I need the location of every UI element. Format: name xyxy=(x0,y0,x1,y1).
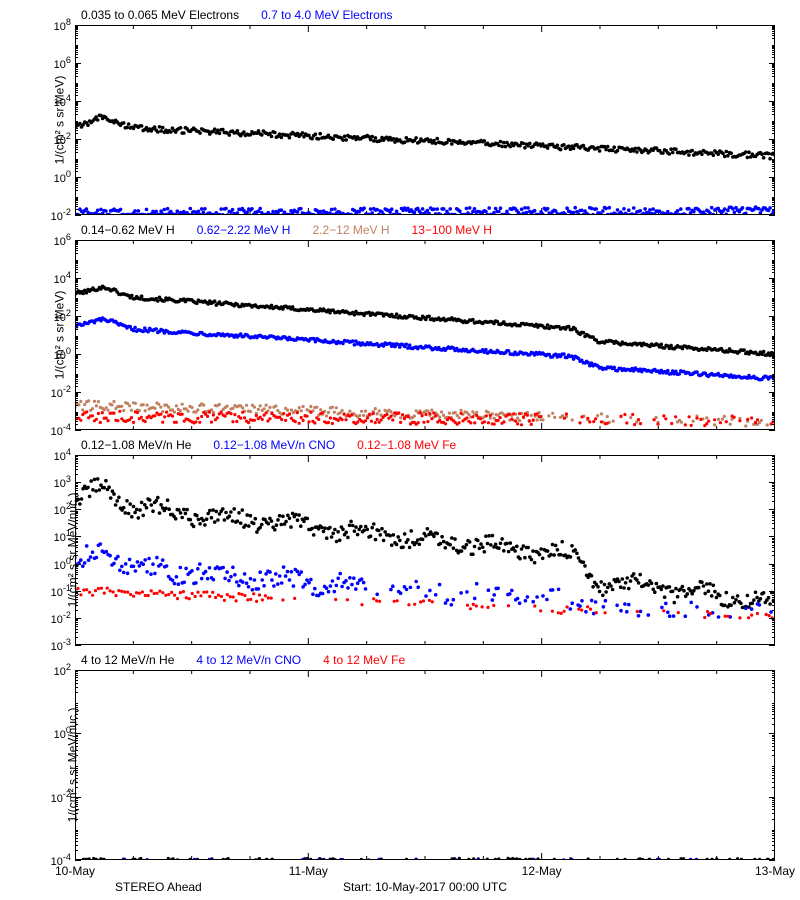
y-axis-label: 1/(cm² s sr MeV/nuc.) xyxy=(65,708,79,823)
ytick-label: 108 xyxy=(54,17,75,33)
ytick xyxy=(769,430,775,431)
ytick xyxy=(75,430,81,431)
ytick-label: 100 xyxy=(54,169,75,185)
y-axis-label: 1/(cm² s sr MeV) xyxy=(52,291,66,380)
legend-item: 0.7 to 4.0 MeV Electrons xyxy=(261,8,392,22)
ytick xyxy=(75,215,81,216)
ytick-label: 103 xyxy=(54,474,75,490)
legend-item: 0.14−0.62 MeV H xyxy=(81,223,175,237)
chart-panel-0: 0.035 to 0.065 MeV Electrons0.7 to 4.0 M… xyxy=(75,25,775,215)
ytick-label: 10-4 xyxy=(51,422,75,438)
chart-panel-2: 0.12−1.08 MeV/n He0.12−1.08 MeV/n CNO0.1… xyxy=(75,455,775,645)
ytick-label: 10-3 xyxy=(51,637,75,653)
legend-item: 0.12−1.08 MeV Fe xyxy=(357,438,456,452)
panel-border xyxy=(75,670,775,860)
y-axis-label: 1/(cm² s sr MeV/nuc.) xyxy=(65,493,79,608)
panel-legend: 0.14−0.62 MeV H 0.62−2.22 MeV H 2.2−12 MeV… xyxy=(81,223,514,237)
xtick-label: 13-May xyxy=(755,860,795,878)
start-time-label: Start: 10-May-2017 00:00 UTC xyxy=(343,880,507,894)
panel-border xyxy=(75,455,775,645)
legend-item: 4 to 12 MeV/n He xyxy=(81,653,174,667)
y-axis-label: 1/(cm² s sr MeV) xyxy=(52,76,66,165)
ytick-label: 10-2 xyxy=(51,384,75,400)
chart-panel-1: 0.14−0.62 MeV H0.62−2.22 MeV H2.2−12 MeV… xyxy=(75,240,775,430)
source-label: STEREO Ahead xyxy=(115,880,202,894)
ytick-label: 10-2 xyxy=(51,610,75,626)
xtick-label: 12-May xyxy=(522,860,562,878)
ytick-label: 104 xyxy=(54,270,75,286)
panel-legend: 4 to 12 MeV/n He 4 to 12 MeV/n CNO 4 to 12… xyxy=(81,653,427,667)
legend-item: 4 to 12 MeV/n CNO xyxy=(196,653,301,667)
ytick xyxy=(769,645,775,646)
footer: STEREO Ahead Start: 10-May-2017 00:00 UT… xyxy=(75,880,775,894)
legend-item: 0.12−1.08 MeV/n CNO xyxy=(213,438,335,452)
ytick-label: 104 xyxy=(54,447,75,463)
legend-item: 0.035 to 0.065 MeV Electrons xyxy=(81,8,239,22)
ytick-label: 106 xyxy=(54,55,75,71)
legend-item: 0.12−1.08 MeV/n He xyxy=(81,438,191,452)
panel-border xyxy=(75,240,775,430)
xtick-label: 11-May xyxy=(289,860,328,878)
legend-item: 0.62−2.22 MeV H xyxy=(197,223,291,237)
panel-border xyxy=(75,25,775,215)
legend-item: 2.2−12 MeV H xyxy=(312,223,389,237)
ytick xyxy=(75,645,81,646)
ytick-label: 106 xyxy=(54,232,75,248)
ytick xyxy=(769,215,775,216)
ytick-label: 102 xyxy=(54,662,75,678)
ytick-label: 10-2 xyxy=(51,207,75,223)
panel-legend: 0.12−1.08 MeV/n He 0.12−1.08 MeV/n CNO 0.1… xyxy=(81,438,478,452)
legend-item: 4 to 12 MeV Fe xyxy=(323,653,405,667)
panel-legend: 0.035 to 0.065 MeV Electrons 0.7 to 4.0 M… xyxy=(81,8,415,22)
chart-panel-3: 4 to 12 MeV/n He4 to 12 MeV/n CNO4 to 12… xyxy=(75,670,775,860)
xtick-label: 10-May xyxy=(55,860,95,878)
legend-item: 13−100 MeV H xyxy=(412,223,492,237)
